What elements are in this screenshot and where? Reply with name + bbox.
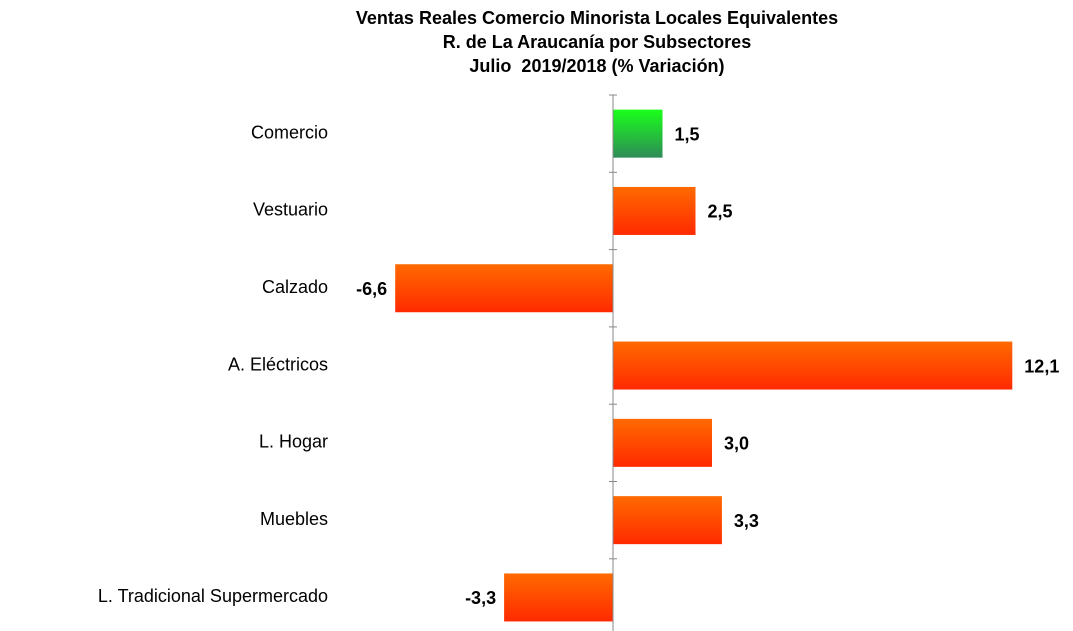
y-tick-label: Calzado (262, 277, 328, 297)
bar (613, 496, 722, 545)
y-tick-label: Vestuario (253, 200, 328, 220)
y-tick-label: Comercio (251, 122, 328, 142)
value-label: -6,6 (356, 279, 387, 299)
y-tick-label: L. Hogar (259, 432, 328, 452)
value-label: -3,3 (465, 588, 496, 608)
bar (613, 186, 696, 235)
bar (395, 264, 613, 313)
value-label: 1,5 (675, 124, 700, 144)
value-label: 2,5 (708, 202, 733, 222)
y-tick-label: Muebles (260, 509, 328, 529)
chart-title: Ventas Reales Comercio Minorista Locales… (356, 8, 838, 28)
chart-title: R. de La Araucanía por Subsectores (443, 32, 751, 52)
value-label: 3,0 (724, 434, 749, 454)
chart-title: Julio 2019/2018 (% Variación) (469, 56, 724, 76)
bar (613, 109, 663, 158)
bar (504, 573, 613, 622)
value-label: 12,1 (1024, 356, 1059, 376)
bar (613, 341, 1013, 390)
bar (613, 418, 712, 467)
value-label: 3,3 (734, 511, 759, 531)
y-tick-label: A. Eléctricos (228, 354, 328, 374)
y-tick-label: L. Tradicional Supermercado (98, 586, 328, 606)
